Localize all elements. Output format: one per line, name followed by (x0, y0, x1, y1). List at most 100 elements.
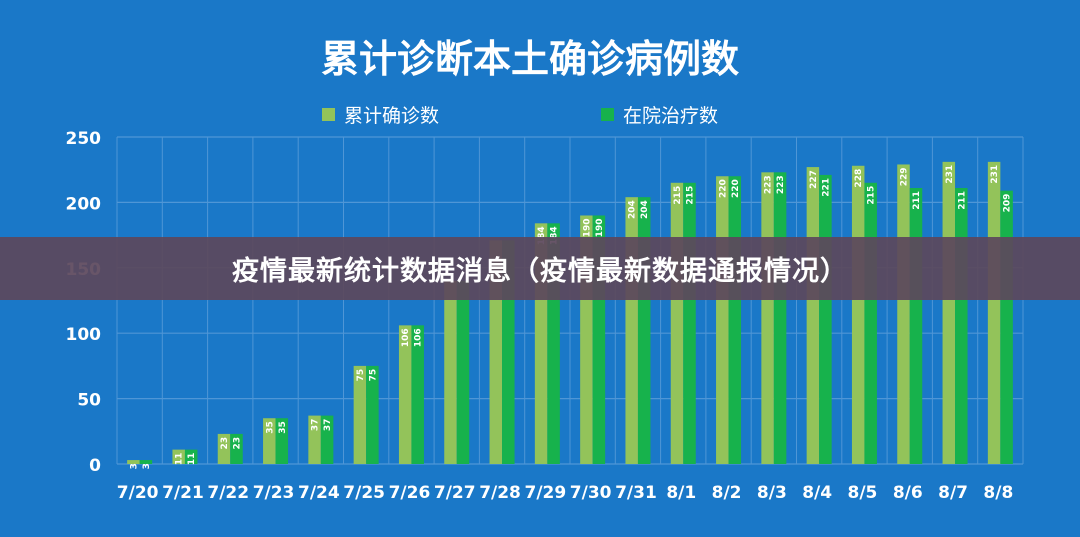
x-tick-label: 7/29 (524, 483, 566, 503)
bar-value-label: 220 (718, 179, 728, 198)
bar-hospitalized (320, 415, 334, 464)
bar-value-label: 220 (731, 179, 741, 198)
legend-label: 在院治疗数 (623, 105, 718, 127)
bar-value-label: 3 (142, 463, 152, 469)
bar-value-label: 211 (912, 191, 922, 210)
bar-cumulative (308, 415, 321, 464)
bar-cumulative (806, 167, 820, 465)
y-tick-label: 0 (89, 456, 101, 476)
legend-label: 累计确诊数 (344, 105, 439, 127)
y-tick-label: 200 (66, 194, 102, 214)
bar-cumulative (761, 172, 774, 465)
x-tick-label: 7/28 (479, 483, 521, 503)
bar-value-label: 204 (640, 200, 650, 219)
bar-value-label: 231 (990, 165, 1000, 184)
x-axis: 7/20 7/21 7/22 7/23 7/24 7/25 7/26 7/27 7/28 7/29… (117, 483, 1013, 503)
bar-value-label: 35 (265, 421, 275, 434)
bar-hospitalized (411, 325, 424, 464)
bar-value-label: 23 (220, 437, 230, 450)
bar-value-label: 37 (323, 419, 333, 432)
headline-text: 疫情最新统计数据消息（疫情最新数据通报情况） (232, 256, 848, 287)
x-tick-label: 7/23 (253, 483, 295, 503)
y-tick-label: 250 (66, 129, 102, 149)
x-tick-label: 7/21 (162, 483, 204, 503)
x-tick-label: 7/22 (207, 483, 249, 503)
grid-lines (116, 136, 1024, 465)
x-tick-label: 7/25 (343, 483, 385, 503)
bar-hospitalized (184, 449, 198, 464)
bar-value-label: 190 (582, 218, 592, 237)
bar-cumulative (353, 365, 367, 464)
x-tick-label: 7/31 (615, 483, 657, 503)
bar-value-label: 211 (957, 191, 967, 210)
headline-banner: 疫情最新统计数据消息（疫情最新数据通报情况） (0, 237, 1080, 300)
bar-hospitalized (139, 460, 153, 464)
bar-value-label: 106 (414, 328, 424, 347)
y-tick-label: 100 (66, 325, 102, 345)
x-tick-label: 7/20 (117, 483, 159, 503)
x-tick-label: 7/30 (570, 483, 612, 503)
bar-value-label: 204 (628, 200, 638, 219)
bar-cumulative (398, 325, 412, 464)
bar-cumulative (851, 165, 865, 464)
bar-value-label: 75 (368, 369, 378, 382)
bar-value-label: 35 (278, 421, 288, 434)
bar-value-label: 227 (809, 170, 819, 189)
x-tick-label: 7/26 (389, 483, 431, 503)
bar-hospitalized (456, 280, 470, 464)
bar-value-label: 209 (1003, 194, 1013, 213)
bar-cumulative (670, 182, 684, 464)
bar-value-label: 184 (550, 226, 560, 245)
bar-hospitalized (1000, 190, 1013, 465)
bar-hospitalized (230, 433, 243, 464)
bar-value-label: 215 (867, 186, 877, 205)
bar-hospitalized (864, 182, 877, 464)
bar-value-label: 75 (356, 369, 366, 382)
bar-value-label: 231 (945, 165, 955, 184)
bar-hospitalized (728, 176, 742, 465)
x-tick-label: 8/4 (802, 483, 832, 503)
bar-cumulative (263, 418, 276, 464)
bar-cumulative (716, 176, 729, 465)
x-tick-label: 8/1 (666, 483, 696, 503)
bar-value-label: 190 (595, 218, 605, 237)
bar-cumulative (444, 280, 457, 464)
chart-legend: 累计确诊数 在院治疗数 (322, 105, 718, 127)
bar-cumulative (127, 460, 140, 464)
bar-hospitalized (275, 418, 289, 464)
bar-value-label: 11 (175, 453, 185, 466)
x-tick-label: 8/7 (938, 483, 968, 503)
x-tick-label: 8/2 (712, 483, 742, 503)
bar-value-label: 223 (764, 175, 774, 194)
bar-cumulative (987, 161, 1001, 465)
x-tick-label: 8/8 (983, 483, 1013, 503)
x-tick-label: 8/5 (848, 483, 878, 503)
bar-value-label: 229 (900, 167, 910, 186)
bar-value-label: 184 (537, 226, 547, 245)
legend-swatch (322, 108, 335, 121)
bar-value-label: 3 (129, 463, 139, 469)
x-tick-label: 8/6 (893, 483, 923, 503)
bar-value-label: 106 (401, 328, 411, 347)
bar-cumulative (897, 164, 910, 464)
y-tick-label: 50 (77, 391, 101, 411)
y-axis: 050100150200250 (66, 129, 102, 476)
bar-value-label: 215 (673, 186, 683, 205)
chart-title: 累计诊断本土确诊病例数 (321, 37, 739, 81)
bar-cumulative (217, 433, 231, 464)
bar-value-label: 11 (187, 453, 197, 466)
bar-hospitalized (955, 188, 968, 464)
bar-hospitalized (366, 365, 379, 464)
bar-cumulative (942, 161, 956, 465)
bar-value-label: 223 (776, 175, 786, 194)
bar-value-label: 37 (311, 419, 321, 432)
legend-swatch (601, 108, 614, 121)
x-tick-label: 8/3 (757, 483, 787, 503)
bar-hospitalized (683, 182, 696, 464)
bar-hospitalized (819, 174, 832, 464)
bar-cumulative (172, 449, 185, 464)
bar-value-label: 228 (854, 169, 864, 188)
x-tick-label: 7/24 (298, 483, 340, 503)
bar-value-label: 23 (233, 437, 243, 450)
